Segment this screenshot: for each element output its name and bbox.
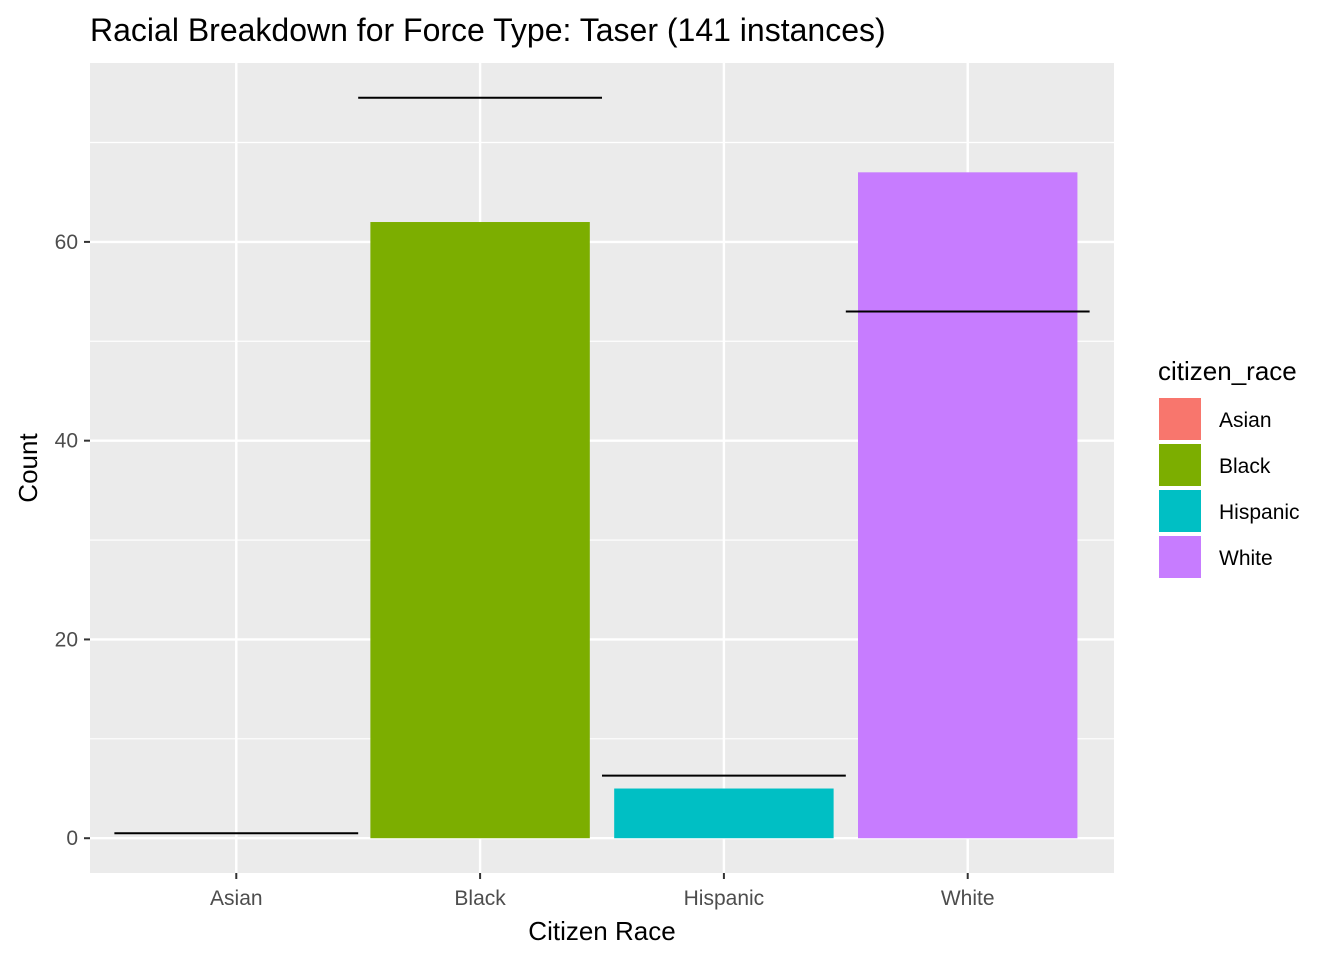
legend-key-white [1159,536,1201,578]
y-tick-label: 40 [55,430,78,453]
x-tick-label: Hispanic [684,887,765,910]
legend-key-asian [1159,398,1201,440]
legend-items: Asian Black Hispanic White [1159,398,1300,578]
legend-label-white: White [1219,547,1273,570]
legend-key-black [1159,444,1201,486]
bar-hispanic [614,788,834,839]
x-axis: Asian Black Hispanic White [210,873,995,910]
legend-label-asian: Asian [1219,409,1272,432]
y-axis: 0 20 40 60 [55,231,90,850]
legend-key-hispanic [1159,490,1201,532]
x-tick-label: Asian [210,887,263,910]
x-tick-label: Black [454,887,506,910]
chart-title: Racial Breakdown for Force Type: Taser (… [90,12,886,48]
legend: citizen_race Asian Black Hispanic White [1158,356,1300,578]
y-tick-label: 0 [66,827,78,850]
legend-title: citizen_race [1158,356,1297,386]
legend-label-black: Black [1219,455,1271,478]
x-axis-title: Citizen Race [528,916,675,946]
bars [370,172,1078,839]
y-axis-title: Count [13,433,43,503]
bar-black [370,222,590,839]
y-tick-label: 60 [55,231,78,254]
bar-white [858,172,1078,839]
x-tick-label: White [941,887,995,910]
y-tick-label: 20 [55,628,78,651]
legend-label-hispanic: Hispanic [1219,501,1300,524]
reference-lines [114,96,1090,835]
